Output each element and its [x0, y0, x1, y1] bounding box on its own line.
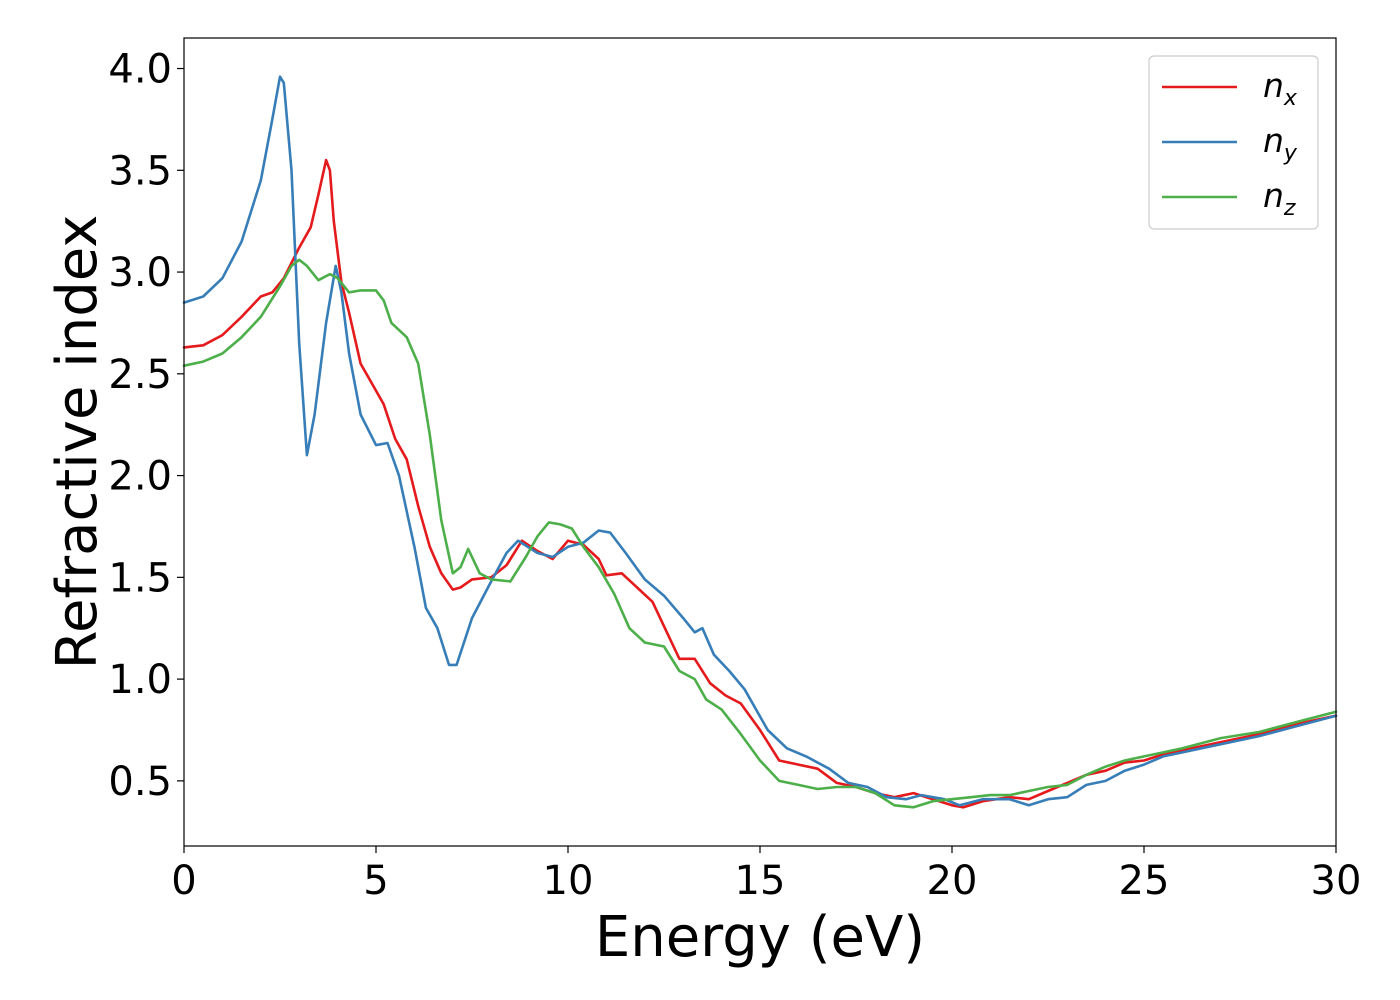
y-tick-label: 3.5	[108, 148, 172, 194]
x-tick-label: 30	[1311, 858, 1362, 904]
series-line-nz	[182, 258, 1338, 809]
legend-label-base: n	[1263, 66, 1284, 105]
x-tick-label: 25	[1119, 858, 1170, 904]
x-axis: 0 5 10 15 20 25 30	[171, 846, 1361, 904]
series-line-nx	[182, 158, 1338, 809]
y-tick-label: 0.5	[108, 759, 172, 805]
series-line-ny	[182, 75, 1338, 807]
y-tick-label: 3.0	[108, 250, 172, 296]
y-axis: 0.5 1.0 1.5 2.0 2.5 3.0 3.5 4.0	[108, 47, 184, 805]
y-tick-label: 1.5	[108, 555, 172, 601]
x-tick-label: 10	[543, 858, 594, 904]
legend-label-base: n	[1263, 176, 1284, 215]
y-tick-label: 2.5	[108, 352, 172, 398]
legend-label-subscript: y	[1283, 141, 1298, 166]
x-tick-label: 5	[363, 858, 388, 904]
x-tick-label: 20	[927, 858, 978, 904]
x-tick-label: 0	[171, 858, 196, 904]
legend-label-nz: nz	[1263, 176, 1296, 221]
legend-label-subscript: x	[1283, 86, 1298, 111]
legend-label-base: n	[1263, 121, 1284, 160]
x-axis-title: Energy (eV)	[595, 905, 925, 970]
legend-label-nx: nx	[1263, 66, 1298, 111]
y-tick-label: 4.0	[108, 47, 172, 93]
x-tick-label: 15	[735, 858, 786, 904]
y-tick-label: 1.0	[108, 657, 172, 703]
y-tick-label: 2.0	[108, 454, 172, 500]
legend-label-ny: ny	[1263, 121, 1298, 166]
series-layer	[182, 75, 1338, 809]
y-axis-title: Refractive index	[45, 215, 110, 670]
legend-label-subscript: z	[1283, 196, 1296, 221]
